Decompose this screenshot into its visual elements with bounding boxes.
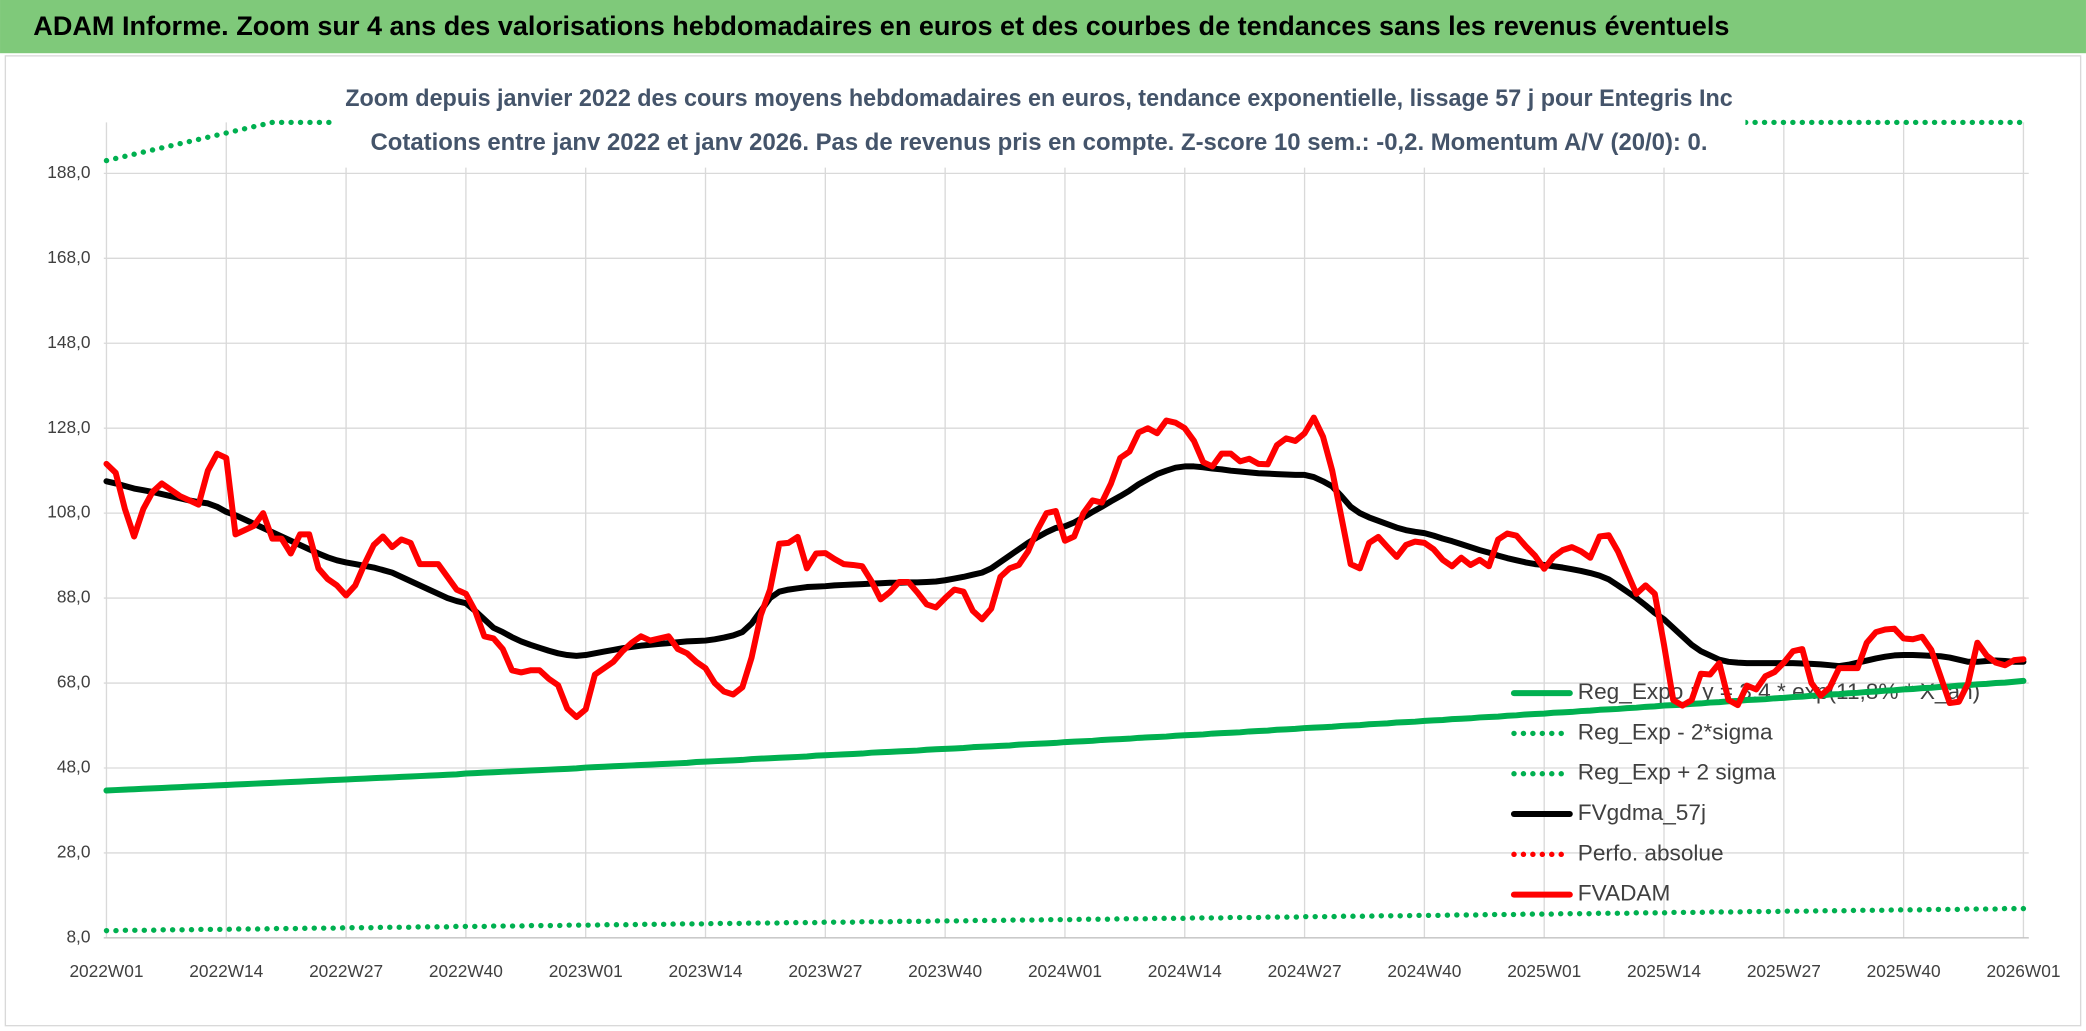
- series-line: [103, 905, 2027, 934]
- x-tick-label: 2022W01: [69, 961, 143, 981]
- x-tick-label: 2024W14: [1148, 961, 1222, 981]
- y-tick-label: 28,0: [57, 841, 91, 861]
- x-tick-label: 2022W27: [309, 961, 383, 981]
- x-tick-label: 2024W01: [1028, 961, 1102, 981]
- x-tick-label: 2024W27: [1268, 961, 1342, 981]
- y-tick-label: 8,0: [66, 926, 90, 946]
- x-tick-label: 2023W40: [908, 961, 982, 981]
- x-tick-label: 2024W40: [1387, 961, 1461, 981]
- x-tick-label: 2023W01: [549, 961, 623, 981]
- chart-subtitle: Cotations entre janv 2022 et janv 2026. …: [371, 129, 1708, 156]
- x-tick-label: 2022W14: [189, 961, 263, 981]
- y-tick-label: 148,0: [47, 332, 90, 352]
- chart-title: Zoom depuis janvier 2022 des cours moyen…: [345, 85, 1733, 112]
- legend-label: Reg_Exp - 2*sigma: [1578, 719, 1773, 744]
- x-tick-label: 2025W40: [1867, 961, 1941, 981]
- plot: 8,0 28,0 48,0 68,0 88,0 108,0 128,0 148,0 168,0 1…: [47, 77, 2060, 981]
- legend-label: FVADAM: [1578, 881, 1671, 906]
- y-tick-label: 128,0: [47, 417, 90, 437]
- legend-label: Reg_Exp + 2 sigma: [1578, 760, 1776, 785]
- legend-label: FVgdma_57j: [1578, 800, 1706, 825]
- y-tick-label: 88,0: [57, 587, 91, 607]
- legend-label: Perfo. absolue: [1578, 840, 1724, 865]
- page-title: ADAM Informe. Zoom sur 4 ans des valoris…: [33, 11, 1729, 41]
- y-tick-label: 168,0: [47, 247, 90, 267]
- series-line: [103, 414, 2027, 721]
- x-tick-label: 2023W14: [669, 961, 743, 981]
- series-line: [103, 677, 2027, 794]
- y-tick-label: 188,0: [47, 162, 90, 182]
- x-tick-label: 2023W27: [788, 961, 862, 981]
- x-tick-label: 2025W14: [1627, 961, 1701, 981]
- header-bar: [0, 0, 2086, 54]
- chart-frame: [4, 55, 2082, 1027]
- y-tick-label: 48,0: [57, 757, 91, 777]
- y-tick-label: 68,0: [57, 672, 91, 692]
- x-tick-label: 2025W01: [1507, 961, 1581, 981]
- x-tick-label: 2022W40: [429, 961, 503, 981]
- series-line: [103, 463, 2027, 670]
- x-tick-label: 2025W27: [1747, 961, 1821, 981]
- title-background: [332, 77, 1746, 168]
- x-tick-label: 2026W01: [1986, 961, 2060, 981]
- y-tick-label: 108,0: [47, 502, 90, 522]
